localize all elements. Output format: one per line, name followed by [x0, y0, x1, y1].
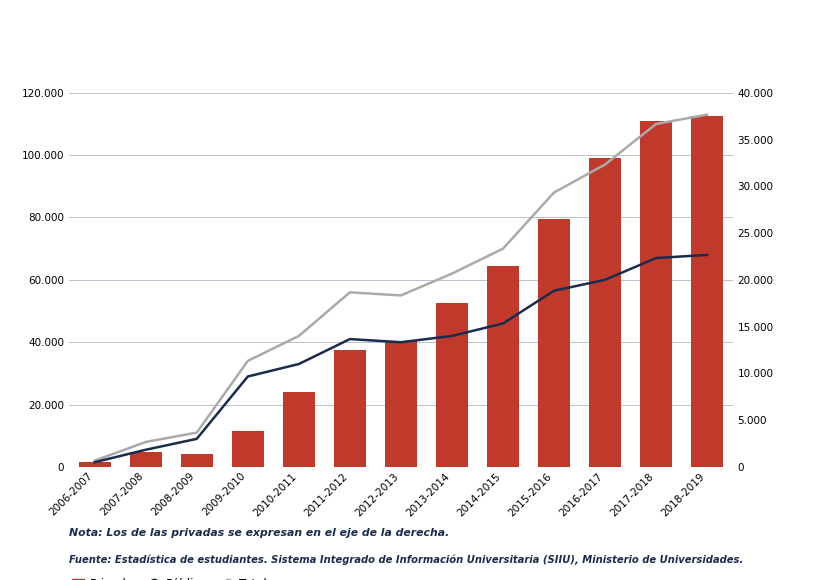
Bar [691, 116, 723, 467]
Text: Nota: Los de las privadas se expresan en el eje de la derecha.: Nota: Los de las privadas se expresan en… [69, 528, 449, 538]
Text: Fuente: Estadística de estudiantes. Sistema Integrado de Información Universitar: Fuente: Estadística de estudiantes. Sist… [69, 554, 743, 564]
Bar [538, 219, 570, 467]
Bar [436, 303, 468, 467]
Bar [283, 392, 315, 467]
Bar [334, 350, 365, 467]
Text: Gráfico 2. Evolución de los egresados universitarios en máster oficial, total, u: Gráfico 2. Evolución de los egresados un… [12, 32, 810, 46]
Legend: Privada, Pública, Total: Privada, Pública, Total [72, 578, 267, 580]
Bar [641, 121, 672, 467]
Bar [589, 158, 621, 467]
Bar [181, 454, 212, 467]
Bar [232, 432, 264, 467]
Bar [79, 462, 111, 467]
Bar [487, 266, 519, 467]
Bar [385, 340, 417, 467]
Bar [130, 452, 161, 467]
